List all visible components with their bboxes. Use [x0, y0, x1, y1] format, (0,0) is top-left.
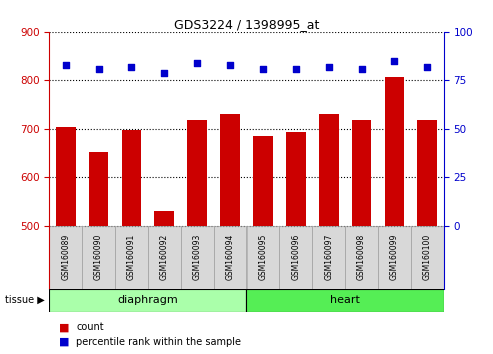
Point — [390, 58, 398, 64]
Bar — [82, 225, 115, 289]
Bar — [418, 120, 437, 225]
Bar — [49, 225, 82, 289]
Bar — [246, 289, 444, 312]
Bar — [187, 120, 207, 225]
Text: GSM160089: GSM160089 — [61, 234, 70, 280]
Point — [292, 66, 300, 72]
Text: GSM160100: GSM160100 — [423, 234, 432, 280]
Bar — [82, 225, 115, 289]
Bar — [213, 225, 246, 289]
Bar — [319, 114, 339, 225]
Text: GSM160093: GSM160093 — [193, 234, 202, 280]
Text: GSM160095: GSM160095 — [258, 234, 267, 280]
Bar — [213, 225, 246, 289]
Point — [128, 64, 136, 69]
Bar — [246, 225, 280, 289]
Text: percentile rank within the sample: percentile rank within the sample — [76, 337, 242, 347]
Bar — [253, 136, 273, 225]
Bar — [312, 225, 345, 289]
Bar — [122, 130, 141, 225]
Bar — [148, 225, 181, 289]
Text: GSM160092: GSM160092 — [160, 234, 169, 280]
Point — [325, 64, 333, 69]
Bar — [89, 153, 108, 225]
Bar — [411, 225, 444, 289]
Bar — [280, 225, 312, 289]
Text: ■: ■ — [59, 322, 70, 332]
Bar — [345, 225, 378, 289]
Text: tissue ▶: tissue ▶ — [4, 295, 44, 305]
Bar — [378, 225, 411, 289]
Bar — [352, 120, 371, 225]
Point — [193, 60, 201, 66]
Text: GSM160099: GSM160099 — [390, 234, 399, 280]
Point — [423, 64, 431, 69]
Text: GSM160097: GSM160097 — [324, 234, 333, 280]
Bar — [280, 225, 312, 289]
Title: GDS3224 / 1398995_at: GDS3224 / 1398995_at — [174, 18, 319, 31]
Point — [226, 62, 234, 68]
Bar — [49, 289, 247, 312]
Bar — [148, 225, 181, 289]
Bar — [312, 225, 345, 289]
Bar — [56, 127, 75, 225]
Bar — [181, 225, 213, 289]
Point — [62, 62, 70, 68]
Bar — [154, 211, 174, 225]
Bar — [181, 225, 213, 289]
Bar — [246, 225, 280, 289]
Text: GSM160091: GSM160091 — [127, 234, 136, 280]
Bar — [286, 132, 306, 225]
Text: heart: heart — [330, 295, 360, 305]
Text: GSM160090: GSM160090 — [94, 234, 103, 280]
Point — [357, 66, 365, 72]
Text: count: count — [76, 322, 104, 332]
Bar — [115, 225, 148, 289]
Bar — [220, 114, 240, 225]
Text: ■: ■ — [59, 337, 70, 347]
Bar — [345, 225, 378, 289]
Bar — [378, 225, 411, 289]
Point — [95, 66, 103, 72]
Bar — [411, 225, 444, 289]
Text: GSM160096: GSM160096 — [291, 234, 300, 280]
Point — [160, 70, 168, 75]
Point — [259, 66, 267, 72]
Bar — [115, 225, 148, 289]
Text: GSM160094: GSM160094 — [226, 234, 235, 280]
Text: diaphragm: diaphragm — [117, 295, 178, 305]
Bar — [385, 77, 404, 225]
Text: GSM160098: GSM160098 — [357, 234, 366, 280]
Bar — [49, 225, 82, 289]
